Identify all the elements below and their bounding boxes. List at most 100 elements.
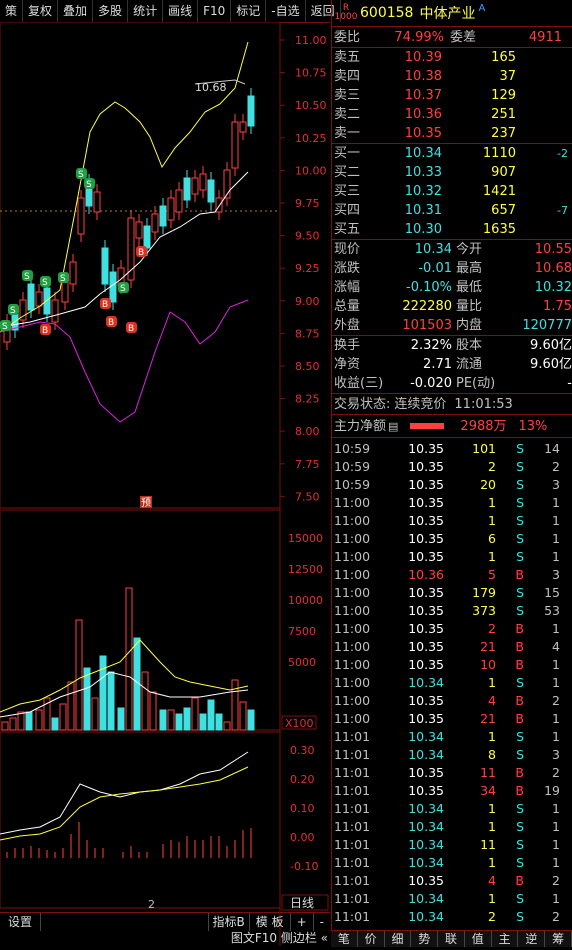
toolbar-mark[interactable]: 标记	[231, 0, 267, 22]
high-price-marker: 10.68	[195, 81, 227, 94]
tick-row: 10:59 10.35 2 S 2	[334, 459, 560, 474]
ask-row[interactable]: 卖一 10.35 237	[334, 126, 516, 141]
tab-chips[interactable]: 筹	[545, 931, 572, 947]
volume-bar	[75, 619, 83, 731]
signal-label: B	[128, 324, 134, 334]
tab-ticks[interactable]: 笔	[331, 931, 358, 947]
candle-body	[35, 291, 43, 307]
preview-marker-label: 预	[141, 497, 151, 509]
toolbar-draw-line[interactable]: 画线	[163, 0, 199, 22]
price-axis-tick: 10.00	[295, 164, 327, 177]
tick-row: 11:01 10.35 11 B 2	[334, 765, 560, 780]
tick-row: 11:00 10.35 2 B 1	[334, 621, 560, 636]
quote-row: 涨幅 -0.10% 最低 10.32	[334, 280, 572, 295]
tick-row: 11:01 10.34 1 S 1	[334, 729, 560, 744]
tick-row: 11:00 10.35 373 S 53	[334, 603, 560, 618]
tick-row: 11:00 10.34 1 S 1	[334, 675, 560, 690]
tab-price[interactable]: 价	[358, 931, 385, 947]
indicator-button[interactable]: 指标B	[207, 913, 249, 931]
sell-signal-marker	[8, 304, 19, 315]
tick-list[interactable]: 10:59 10.35 101 S 14 10:59 10.35 2 S 2 10:…	[332, 438, 572, 926]
quote-row: 涨跌 -0.01 最高 10.68	[334, 261, 572, 276]
volume-ma-white	[0, 671, 249, 718]
stock-a-suffix: A	[478, 3, 486, 14]
signal-label: S	[78, 170, 84, 180]
buy-signal-marker	[100, 298, 111, 309]
tick-row: 11:01 10.35 34 B 19	[334, 783, 560, 798]
tick-row: 11:00 10.36 5 B 3	[334, 567, 560, 582]
signal-label: S	[24, 272, 30, 282]
tab-detail[interactable]: 细	[385, 931, 412, 947]
price-axis-tick: 8.50	[295, 360, 320, 373]
tick-row: 11:01 10.34 11 S 1	[334, 837, 560, 852]
indicator-axis-tick: 0.20	[290, 773, 315, 786]
quote-row: 外盘 101503 内盘 120777	[334, 318, 572, 333]
ask-book: 卖五 10.39 165 卖四 10.38 37 卖三 10.37 129 卖二…	[332, 48, 572, 143]
tab-related[interactable]: 联	[438, 931, 465, 947]
volume-axis-tick: 7500	[288, 625, 316, 638]
volume-axis-tick: 15000	[288, 532, 323, 545]
quote-row: 现价 10.34 今开 10.55	[334, 242, 572, 257]
flag-number: 1000	[334, 12, 358, 22]
volume-bar	[117, 707, 125, 731]
bid-row[interactable]: 买四 10.31 657 -7	[334, 203, 568, 218]
sell-signal-marker	[58, 272, 69, 283]
candle-body	[19, 299, 27, 321]
flow-bar	[410, 423, 445, 429]
sell-signal-marker	[76, 168, 87, 179]
ask-row[interactable]: 卖二 10.36 251	[334, 107, 516, 122]
tick-row: 11:01 10.34 1 S 1	[334, 855, 560, 870]
f10-sidebar-toggle[interactable]: 图文F10 侧边栏 «	[230, 931, 328, 945]
tab-trend[interactable]: 势	[411, 931, 439, 947]
candle-body	[239, 121, 247, 133]
volume-bar	[167, 709, 175, 731]
zoom-out-button[interactable]: -	[312, 913, 330, 931]
tab-value[interactable]: 值	[465, 931, 492, 947]
period-daily[interactable]: 日线	[290, 896, 314, 910]
volume-bar	[59, 703, 67, 731]
menu-icon[interactable]: ▤	[388, 419, 399, 433]
toolbar-remove-watchlist[interactable]: -自选	[266, 0, 306, 22]
volume-bar	[9, 717, 17, 731]
chart-area[interactable]: 11.00 10.75 10.50 10.25 10.00 9.75 9.50 9.25 9.0…	[0, 21, 330, 946]
ask-row[interactable]: 卖三 10.37 129	[334, 88, 516, 103]
bid-row[interactable]: 买三 10.32 1421	[334, 184, 516, 199]
tab-reverse[interactable]: 逆	[518, 931, 546, 947]
bid-row[interactable]: 买二 10.33 907	[334, 165, 516, 180]
volume-bar	[159, 709, 167, 731]
volume-bar	[191, 697, 199, 731]
candle-body	[101, 247, 109, 285]
toolbar-back[interactable]: 返回	[306, 0, 341, 22]
ask-row[interactable]: 卖四 10.38 37	[334, 69, 516, 84]
settings-button[interactable]: 设置	[0, 913, 42, 931]
candle-body	[231, 121, 239, 169]
fundamental-row: 换手 2.32% 股本 9.60亿	[334, 338, 572, 353]
price-axis-tick: 9.50	[295, 230, 320, 243]
zoom-in-button[interactable]: +	[289, 913, 313, 931]
tick-row: 11:00 10.35 1 S 1	[334, 549, 560, 564]
price-axis-tick: 9.00	[295, 295, 320, 308]
volume-ma-yellow	[0, 639, 249, 713]
bid-row[interactable]: 买一 10.34 1110 -2	[334, 146, 568, 161]
toolbar-multi-stock[interactable]: 多股	[93, 0, 129, 22]
toolbar-overlay[interactable]: 叠加	[58, 0, 94, 22]
signal-label: B	[42, 326, 48, 336]
svg-text:2: 2	[148, 898, 155, 911]
toolbar-stats[interactable]: 统计	[128, 0, 164, 22]
bottom-tabs: 笔 价 细 势 联 值 主 逆 筹	[331, 930, 572, 947]
tick-row: 11:00 10.35 1 S 1	[334, 495, 560, 510]
sell-signal-marker	[22, 270, 33, 281]
chart-svg: 11.00 10.75 10.50 10.25 10.00 9.75 9.50 9.25 9.0…	[0, 21, 329, 946]
template-button[interactable]: 模 板	[248, 913, 290, 931]
volume-bar	[175, 713, 183, 731]
ask-row[interactable]: 卖五 10.39 165	[334, 50, 516, 65]
volume-bar	[231, 679, 239, 731]
volume-bar	[25, 711, 33, 731]
candle-body	[247, 95, 255, 127]
bid-row[interactable]: 买五 10.30 1635	[334, 222, 516, 237]
toolbar-strategy[interactable]: 策	[0, 0, 24, 22]
candle-body	[199, 173, 207, 191]
toolbar-f10[interactable]: F10	[198, 0, 232, 22]
tab-main[interactable]: 主	[492, 931, 519, 947]
toolbar-restore-right[interactable]: 复权	[23, 0, 59, 22]
